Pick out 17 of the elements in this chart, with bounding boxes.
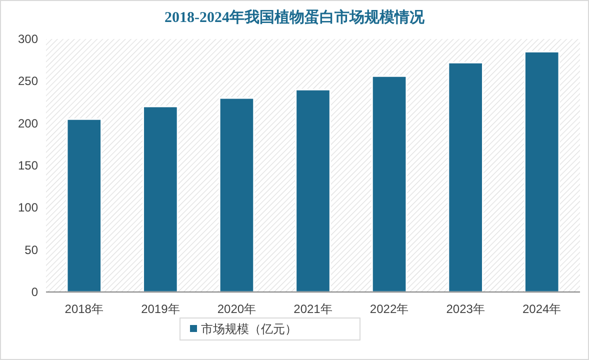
xtick: 2018年 [64,302,104,316]
ytick: 200 [18,116,38,130]
ytick: 0 [31,285,38,299]
xtick: 2021年 [294,302,332,316]
xtick: 2024年 [522,302,562,316]
xtick: 2020年 [217,302,256,316]
ytick: 150 [18,158,38,172]
ytick: 50 [24,242,38,257]
ytick: 250 [18,74,38,88]
ytick: 300 [18,32,38,46]
legend: 市场规模（亿元） [180,318,360,340]
legend-label: 市场规模（亿元） [201,322,297,336]
title: 2018-2024年我国植物蛋白市场规模情况 [164,10,424,26]
xtick: 2019年 [141,302,180,316]
xtick: 2022年 [370,302,409,316]
xtick: 2023年 [446,302,485,316]
ytick: 100 [18,200,38,215]
